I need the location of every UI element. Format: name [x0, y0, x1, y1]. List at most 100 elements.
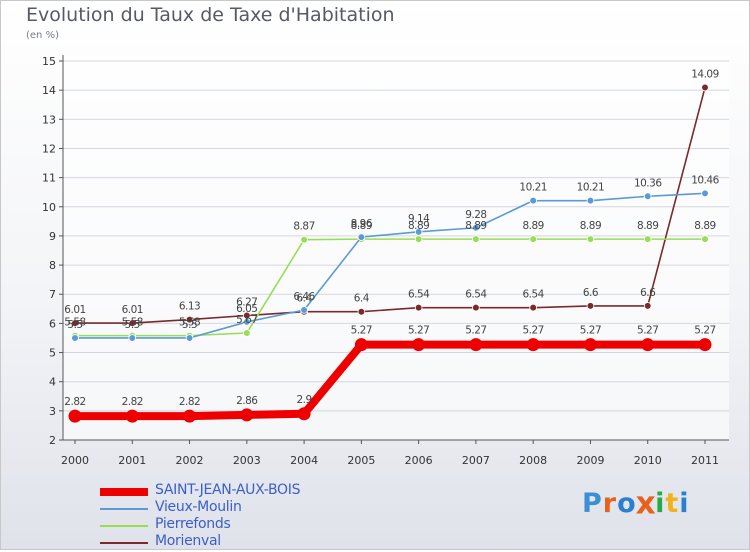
- series-line: [71, 340, 709, 421]
- data-label: 5.5: [182, 319, 197, 331]
- legend-swatch: [100, 508, 148, 510]
- legend-label: SAINT-JEAN-AUX-BOIS: [155, 482, 301, 498]
- logo-letter: i: [655, 488, 666, 519]
- data-point: [469, 338, 483, 352]
- data-label: 6.13: [179, 301, 200, 313]
- data-label: 2.82: [122, 396, 143, 408]
- data-point: [701, 235, 709, 243]
- data-label: 5.5: [67, 319, 82, 331]
- data-point: [643, 235, 652, 243]
- data-labels-0: 2.82 2.82 2.82 2.86 2.9 5.27 5.27 5.27 5.27 5.27 5…: [64, 325, 716, 408]
- legend-swatch: [100, 488, 148, 496]
- data-label: 10.36: [634, 177, 662, 189]
- data-label: 8.89: [465, 220, 486, 232]
- data-label: 8.89: [637, 220, 658, 232]
- x-tick-label: 2004: [290, 454, 318, 467]
- data-point: [586, 196, 595, 205]
- data-point: [71, 319, 79, 327]
- y-tick-label: 15: [42, 55, 56, 68]
- legend-label: Vieux-Moulin: [155, 499, 242, 515]
- x-tick-label: 2001: [118, 454, 146, 467]
- legend-swatch: [100, 525, 148, 527]
- data-point: [472, 235, 480, 243]
- chart-title: Evolution du Taux de Taxe d'Habitation: [26, 4, 395, 26]
- data-point: [412, 338, 426, 352]
- data-label: 8.89: [522, 220, 543, 232]
- data-point: [243, 329, 251, 337]
- series-vieux-moulin: [71, 189, 709, 342]
- series-line: [74, 238, 706, 337]
- data-point: [414, 235, 423, 243]
- data-label: 8.89: [408, 220, 429, 232]
- data-point: [414, 303, 423, 312]
- data-point: [128, 319, 137, 327]
- data-label: 5.58: [122, 317, 143, 329]
- data-label: 5.27: [408, 325, 429, 337]
- data-point: [297, 407, 311, 421]
- logo-letter: t: [665, 488, 680, 519]
- data-point: [243, 318, 251, 326]
- data-label: 9.14: [408, 213, 430, 225]
- data-label: 5.5: [125, 319, 140, 331]
- x-tick-label: 2000: [61, 454, 89, 467]
- data-label: 2.9: [296, 394, 311, 406]
- data-point: [357, 307, 366, 316]
- logo-letter: i: [679, 488, 690, 519]
- y-tick-label: 10: [42, 201, 56, 214]
- data-point: [414, 228, 423, 236]
- data-point: [300, 306, 308, 314]
- data-point: [354, 338, 368, 352]
- data-label: 8.87: [293, 221, 314, 233]
- data-label: 6.6: [583, 287, 599, 299]
- data-label: 2.82: [179, 396, 200, 408]
- data-point: [185, 315, 194, 324]
- data-point: [125, 409, 139, 423]
- data-point: [472, 303, 480, 312]
- data-label: 6.54: [522, 289, 544, 301]
- data-label: 6.54: [408, 289, 430, 301]
- chart-subtitle: (en %): [26, 30, 59, 41]
- y-tick-label: 13: [42, 113, 56, 126]
- data-label: 5.27: [580, 325, 601, 337]
- legend-label: Pierrefonds: [155, 516, 231, 532]
- x-tick-label: 2008: [519, 454, 547, 467]
- y-axis: 2 3 4 5 6 7 8 9 10 11 12 13 14 15: [42, 55, 729, 447]
- data-label: 6.54: [465, 289, 487, 301]
- data-label: 6.4: [296, 293, 312, 305]
- logo-letter: r: [602, 488, 618, 519]
- data-point: [529, 235, 537, 243]
- data-label: 8.89: [694, 220, 715, 232]
- data-point: [71, 334, 79, 342]
- data-label: 6.27: [236, 297, 257, 309]
- data-label: 6.05: [236, 303, 257, 315]
- data-label: 8.89: [580, 220, 601, 232]
- y-tick-label: 14: [42, 84, 56, 97]
- y-tick-label: 11: [42, 172, 56, 185]
- data-point: [185, 334, 194, 342]
- series-saint-jean-aux-bois: [68, 338, 712, 423]
- series-line: [74, 192, 706, 339]
- data-label: 10.46: [691, 174, 719, 186]
- data-label: 5.58: [179, 317, 200, 329]
- data-label: 14.09: [691, 69, 719, 81]
- series-line: [74, 86, 706, 324]
- x-axis: 2000 2001 2002 2003 2004 2005 2006 2007 2008 2009…: [61, 440, 719, 467]
- data-point: [183, 409, 197, 423]
- data-label: 10.21: [519, 182, 547, 194]
- data-point: [526, 338, 540, 352]
- data-label: 5.58: [64, 317, 85, 329]
- data-label: 5.27: [351, 325, 372, 337]
- data-point: [300, 235, 308, 244]
- x-tick-label: 2006: [405, 454, 433, 467]
- data-label: 5.27: [465, 325, 486, 337]
- data-label: 8.89: [351, 220, 372, 232]
- data-point: [128, 334, 137, 342]
- y-tick-label: 3: [49, 405, 56, 418]
- data-label: 6.4: [354, 293, 370, 305]
- x-tick-label: 2011: [691, 454, 719, 467]
- data-label: 5.27: [522, 325, 543, 337]
- data-labels-3: 6.01 6.01 6.13 6.27 6.4 6.4 6.54 6.54 6.54 6.6 6.6…: [64, 69, 719, 317]
- x-tick-label: 2007: [462, 454, 490, 467]
- data-point: [643, 302, 652, 310]
